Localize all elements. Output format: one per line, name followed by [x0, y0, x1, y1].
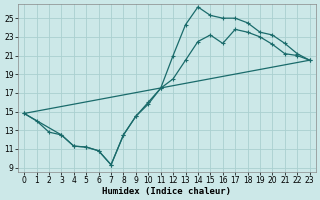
X-axis label: Humidex (Indice chaleur): Humidex (Indice chaleur) [102, 187, 231, 196]
